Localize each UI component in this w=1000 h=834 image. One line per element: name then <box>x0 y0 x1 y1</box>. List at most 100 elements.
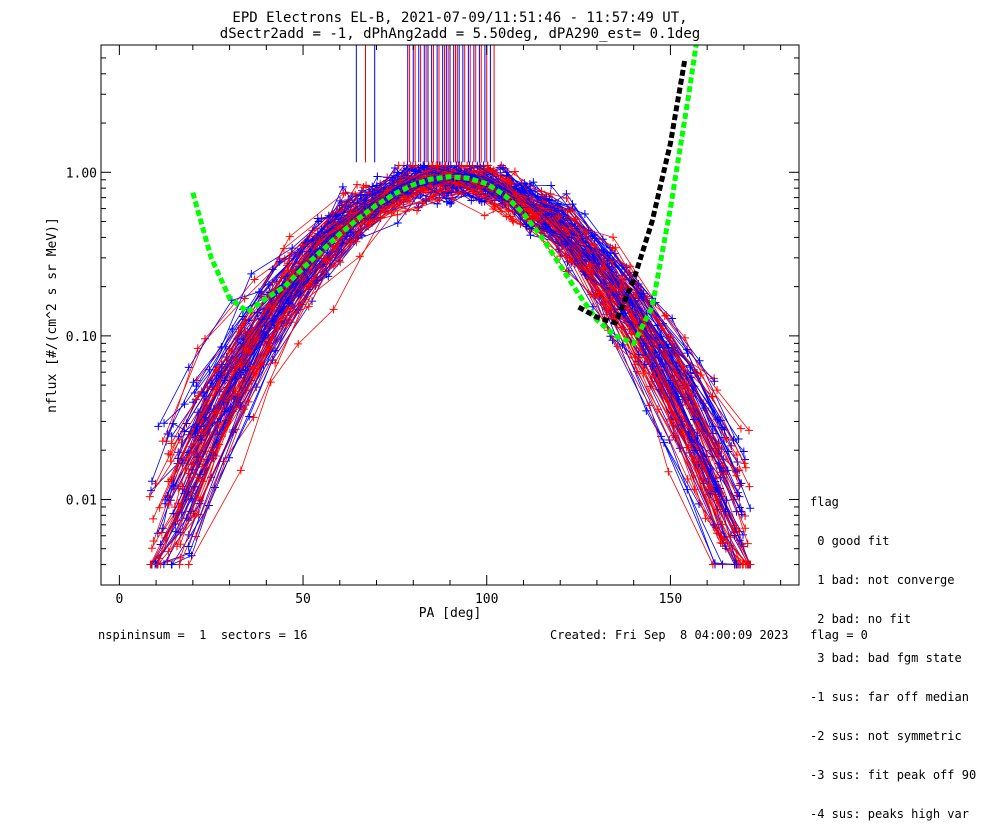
data-point-marker <box>517 187 526 196</box>
flag-legend-item: 3 bad: bad fgm state <box>810 651 962 665</box>
data-point-marker <box>271 358 280 367</box>
data-point-marker <box>145 492 154 501</box>
data-point-marker <box>621 309 630 318</box>
data-point-marker <box>683 345 692 354</box>
data-point-marker <box>271 346 280 355</box>
data-point-marker <box>197 428 206 437</box>
data-point-marker <box>581 270 590 279</box>
data-point-marker <box>233 334 242 343</box>
data-point-marker <box>383 186 392 195</box>
data-point-marker <box>194 408 203 417</box>
data-point-marker <box>353 180 362 189</box>
data-point-marker <box>346 236 355 245</box>
data-point-marker <box>628 301 637 310</box>
data-point-marker <box>376 213 385 222</box>
data-point-marker <box>735 466 744 475</box>
data-point-marker <box>317 224 326 233</box>
data-point-marker <box>608 244 617 253</box>
y-tick-label: 1.00 <box>66 166 97 181</box>
data-point-marker <box>193 344 202 353</box>
data-point-marker <box>607 282 616 291</box>
data-point-marker <box>146 560 155 569</box>
data-point-marker <box>393 210 402 219</box>
data-point-marker <box>526 231 535 240</box>
data-point-marker <box>711 487 720 496</box>
data-point-marker <box>194 391 203 400</box>
data-point-marker <box>336 258 345 267</box>
data-point-marker <box>240 294 249 303</box>
data-point-marker <box>167 439 176 448</box>
data-point-marker <box>735 536 744 545</box>
data-point-marker <box>609 233 618 242</box>
data-point-marker <box>192 532 201 541</box>
data-point-marker <box>352 237 361 246</box>
data-point-marker <box>176 553 185 562</box>
data-point-marker <box>454 181 463 190</box>
data-point-marker <box>269 303 278 312</box>
data-point-marker <box>503 168 512 177</box>
data-point-marker <box>236 402 245 411</box>
data-point-marker <box>690 415 699 424</box>
data-point-marker <box>476 183 485 192</box>
footer-left: nspininsum = 1 sectors = 16 <box>98 628 308 642</box>
y-tick-label: 0.10 <box>66 330 97 345</box>
data-point-marker <box>157 528 166 537</box>
data-point-marker <box>187 460 196 469</box>
data-point-marker <box>487 176 496 185</box>
data-point-marker <box>254 287 263 296</box>
plot-area <box>145 45 755 569</box>
data-point-marker <box>693 431 702 440</box>
data-point-marker <box>215 420 224 429</box>
data-point-marker <box>556 218 565 227</box>
spectrum-line <box>188 165 717 547</box>
data-point-marker <box>739 447 748 456</box>
data-point-marker <box>732 471 741 480</box>
data-point-marker <box>675 444 684 453</box>
data-point-marker <box>689 431 698 440</box>
data-point-marker <box>409 190 418 199</box>
data-point-marker <box>662 311 671 320</box>
data-point-marker <box>207 379 216 388</box>
data-point-marker <box>305 231 314 240</box>
data-point-marker <box>266 344 275 353</box>
data-point-marker <box>175 560 184 569</box>
data-point-marker <box>585 265 594 274</box>
flag-legend-header: flag <box>810 495 839 509</box>
data-point-marker <box>364 188 373 197</box>
flag-legend-item: -2 sus: not symmetric <box>810 729 962 743</box>
data-point-marker <box>294 339 303 348</box>
data-point-marker <box>730 531 739 540</box>
data-point-marker <box>180 400 189 409</box>
data-point-marker <box>184 542 193 551</box>
data-point-marker <box>279 302 288 311</box>
data-point-marker <box>546 189 555 198</box>
data-point-marker <box>722 435 731 444</box>
data-point-marker <box>336 196 345 205</box>
data-point-marker <box>245 412 254 421</box>
data-point-marker <box>162 437 171 446</box>
data-point-marker <box>298 241 307 250</box>
data-point-marker <box>467 196 476 205</box>
data-point-marker <box>393 219 402 228</box>
chart: EPD Electrons EL-B, 2021-07-09/11:51:46 … <box>45 10 800 621</box>
data-point-marker <box>338 182 347 191</box>
data-point-marker <box>625 262 634 271</box>
chart-title-line2: dSectr2add = -1, dPhAng2add = 5.50deg, d… <box>220 26 700 42</box>
y-tick-label: 0.01 <box>66 493 97 508</box>
data-point-marker <box>247 269 256 278</box>
data-point-marker <box>158 524 167 533</box>
data-point-marker <box>568 200 577 209</box>
data-point-marker <box>341 188 350 197</box>
data-point-marker <box>149 514 158 523</box>
data-point-marker <box>665 436 674 445</box>
data-point-marker <box>266 378 275 387</box>
data-point-marker <box>182 453 191 462</box>
data-point-marker <box>502 171 511 180</box>
data-point-marker <box>483 161 492 170</box>
data-point-marker <box>679 379 688 388</box>
data-point-marker <box>590 255 599 264</box>
data-point-marker <box>743 539 752 548</box>
data-point-marker <box>448 195 457 204</box>
y-axis-label: nflux [#/(cm^2 s sr MeV)] <box>45 217 60 413</box>
data-point-marker <box>315 237 324 246</box>
